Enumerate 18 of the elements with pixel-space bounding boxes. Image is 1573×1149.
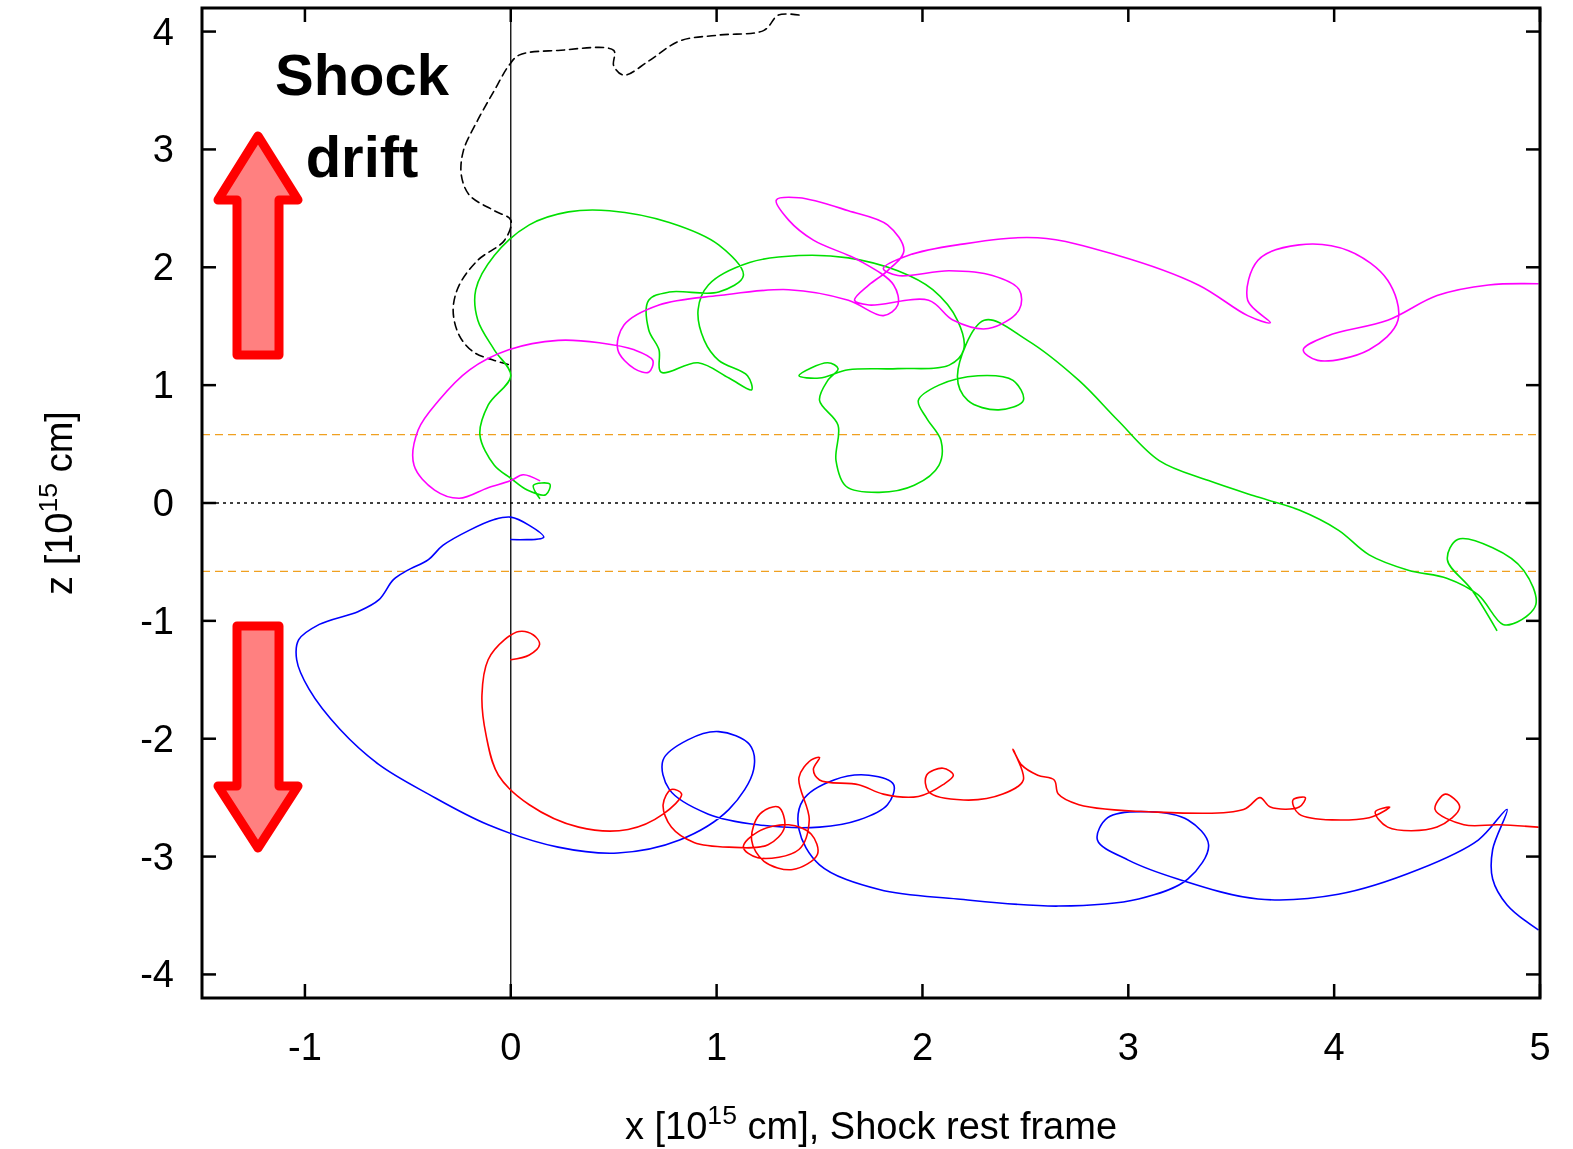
y-tick-label: -1: [140, 599, 174, 642]
annotation: Shock drift: [274, 42, 450, 189]
y-tick-label: 1: [152, 364, 174, 407]
y-tick-label: 2: [152, 246, 174, 289]
y-tick-label: 0: [152, 482, 174, 524]
y-tick-label: 3: [152, 128, 174, 171]
x-tick-label: 5: [1529, 1026, 1551, 1068]
y-tick-label: -2: [140, 717, 174, 760]
x-tick-label: 3: [1117, 1026, 1139, 1068]
x-tick-label: -1: [288, 1026, 322, 1068]
x-tick-label: 1: [706, 1026, 728, 1068]
x-axis-title: x [10$^{15}$ cm], Shock rest frame: [624, 1100, 1118, 1147]
y-tick-label: -4: [140, 953, 174, 996]
y-tick-label: -3: [140, 835, 174, 878]
x-tick-label: 4: [1323, 1026, 1345, 1068]
x-tick-label: 2: [911, 1026, 934, 1068]
y-tick-label: 4: [152, 10, 174, 53]
x-tick-label: 0: [500, 1026, 522, 1068]
